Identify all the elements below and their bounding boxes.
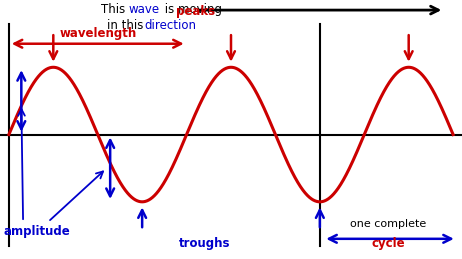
Text: direction: direction (145, 19, 197, 32)
Text: wavelength: wavelength (59, 27, 136, 40)
Text: peaks: peaks (176, 5, 215, 18)
Text: cycle: cycle (371, 237, 405, 250)
Text: This: This (101, 3, 129, 16)
Text: troughs: troughs (179, 237, 230, 250)
Text: amplitude: amplitude (4, 225, 70, 238)
Text: wave: wave (129, 3, 160, 16)
Text: is moving: is moving (161, 3, 222, 16)
Text: one complete: one complete (350, 219, 426, 229)
Text: in this: in this (107, 19, 147, 32)
